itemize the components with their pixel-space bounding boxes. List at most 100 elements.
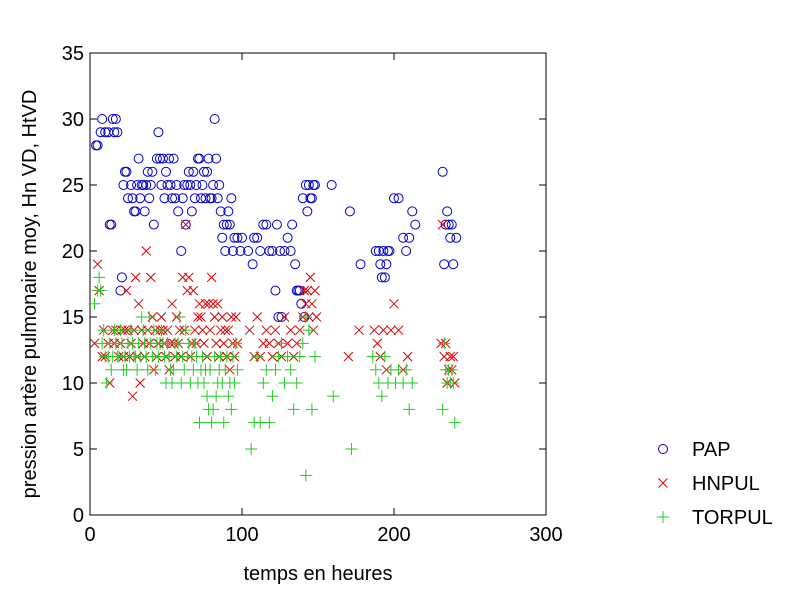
- data-point: [245, 443, 258, 455]
- series-torpul: [88, 271, 461, 482]
- data-point: [188, 166, 199, 177]
- data-point: [190, 325, 200, 336]
- y-tick-label: 15: [62, 307, 84, 329]
- data-point: [281, 350, 294, 363]
- data-point: [384, 246, 395, 256]
- y-tick-label: 20: [62, 241, 84, 263]
- legend-label: TORPUL: [692, 507, 773, 529]
- data-point: [120, 363, 133, 376]
- data-point: [378, 246, 389, 256]
- data-point: [308, 350, 321, 363]
- data-point: [261, 325, 272, 336]
- data-point: [115, 285, 126, 296]
- data-point: [369, 363, 382, 376]
- data-point: [437, 166, 448, 177]
- data-point: [220, 246, 231, 256]
- data-point: [217, 416, 230, 429]
- data-point: [156, 312, 167, 322]
- y-axis-label: pression artère pulmonaire moy, Hn VD, H…: [19, 90, 41, 499]
- data-point: [209, 312, 220, 322]
- data-point: [311, 312, 322, 322]
- data-point: [199, 166, 209, 177]
- data-point: [437, 219, 448, 230]
- data-point: [205, 325, 215, 336]
- data-point: [170, 193, 181, 204]
- data-point: [161, 166, 171, 177]
- data-point: [121, 166, 132, 177]
- data-point: [165, 180, 176, 190]
- data-point: [138, 180, 149, 190]
- data-point: [95, 127, 106, 138]
- data-point: [436, 403, 449, 416]
- data-point: [197, 180, 208, 190]
- data-point: [381, 259, 392, 270]
- data-point: [302, 324, 315, 337]
- legend-marker-hnpul: [658, 478, 668, 488]
- data-point: [445, 351, 456, 362]
- data-point: [189, 193, 200, 204]
- data-point: [199, 338, 209, 349]
- data-point: [127, 391, 138, 402]
- data-point: [224, 219, 235, 230]
- data-point: [438, 337, 451, 350]
- data-point: [404, 232, 415, 243]
- data-point: [225, 403, 238, 416]
- data-point: [203, 153, 214, 164]
- data-point: [355, 259, 366, 270]
- data-point: [307, 298, 317, 309]
- data-point: [370, 246, 381, 256]
- data-point: [369, 325, 380, 336]
- data-point: [442, 206, 453, 217]
- legend-marker-pap: [658, 444, 668, 454]
- data-point: [167, 193, 178, 204]
- data-point: [231, 363, 244, 376]
- data-point: [261, 219, 272, 230]
- data-point: [279, 246, 290, 256]
- data-point: [226, 312, 237, 322]
- data-point: [445, 232, 456, 243]
- data-point: [179, 324, 192, 337]
- data-point: [153, 127, 164, 138]
- y-tick-label: 35: [62, 43, 84, 65]
- data-point: [149, 363, 162, 376]
- data-point: [226, 350, 239, 363]
- data-point: [133, 153, 144, 164]
- data-point: [105, 363, 118, 376]
- data-point: [344, 206, 355, 217]
- data-point: [410, 219, 421, 230]
- data-point: [232, 232, 243, 243]
- data-point: [389, 193, 399, 204]
- data-point: [93, 271, 106, 284]
- data-point: [290, 259, 301, 270]
- data-point: [121, 285, 132, 296]
- data-point: [305, 272, 316, 283]
- data-point: [179, 180, 190, 190]
- data-point: [255, 246, 266, 256]
- data-point: [89, 338, 100, 349]
- data-point: [217, 312, 228, 322]
- data-marks: [88, 114, 462, 482]
- data-point: [252, 312, 263, 322]
- data-point: [251, 350, 264, 363]
- legend: PAP HNPUL TORPUL: [657, 439, 773, 529]
- data-point: [222, 390, 235, 403]
- data-point: [275, 337, 288, 350]
- data-point: [177, 193, 188, 204]
- data-point: [226, 193, 237, 204]
- data-point: [176, 246, 187, 256]
- data-point: [174, 325, 185, 336]
- data-point: [284, 363, 297, 376]
- data-point: [303, 180, 314, 190]
- data-point: [282, 232, 293, 243]
- data-point: [439, 259, 450, 270]
- data-point: [196, 312, 206, 322]
- data-point: [203, 298, 214, 309]
- y-tick-label: 25: [62, 175, 84, 197]
- data-point: [173, 311, 186, 323]
- data-point: [266, 390, 279, 403]
- data-point: [212, 298, 223, 309]
- x-tick-label: 200: [377, 524, 410, 546]
- data-point: [173, 206, 184, 217]
- x-tick-label: 300: [529, 524, 562, 546]
